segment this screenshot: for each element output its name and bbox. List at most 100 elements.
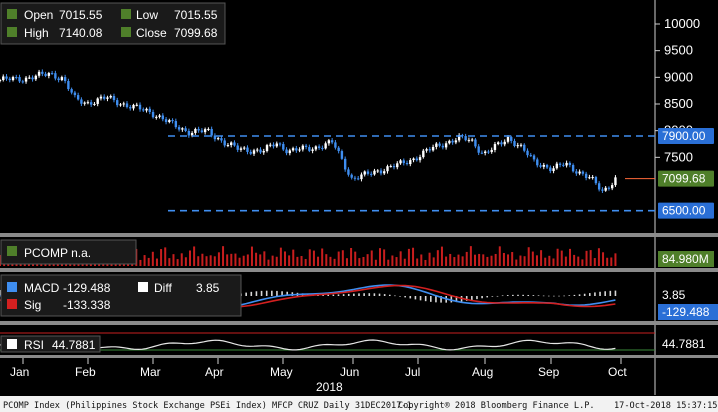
volume-bar — [304, 259, 307, 266]
candle-body — [356, 178, 360, 180]
candle-body — [470, 139, 474, 141]
candle-body — [142, 109, 145, 111]
candle-body — [76, 95, 80, 100]
candle-body — [236, 145, 239, 150]
candle-body — [321, 147, 324, 149]
candle-body — [0, 80, 2, 81]
volume-bar — [523, 256, 526, 266]
candle-body — [581, 171, 585, 174]
macd-hist-bar — [424, 296, 427, 302]
level-badge-7900 — [658, 128, 714, 144]
candle-body — [454, 140, 458, 143]
volume-bar — [341, 250, 344, 266]
volume-legend: PCOMP n.a. — [0, 239, 137, 265]
candle-body — [96, 98, 99, 104]
volume-bar — [230, 253, 233, 266]
footer-right: 17-Oct-2018 15:37:15 — [614, 401, 717, 411]
candle-body — [497, 142, 500, 145]
macd-hist-bar — [588, 293, 591, 296]
candle-body — [272, 144, 275, 147]
macd-hist-bar — [276, 290, 278, 296]
volume-bar — [602, 252, 605, 266]
candle-body — [197, 128, 200, 131]
candle-body — [383, 171, 386, 174]
candle-body — [18, 77, 21, 82]
candle-body — [431, 146, 435, 151]
y-tick-label: 7500 — [664, 149, 693, 164]
candle-body — [252, 150, 256, 154]
volume-bar — [222, 246, 225, 266]
candle-body — [207, 128, 210, 130]
volume-bar — [292, 249, 295, 266]
level-badge-7900-text: 7900.00 — [662, 129, 706, 143]
candle-body — [37, 71, 41, 76]
close-value: 7099.68 — [174, 26, 218, 40]
candle-body — [389, 166, 392, 168]
volume-bar — [321, 248, 324, 266]
candle-body — [174, 121, 178, 128]
x-tick-label: Jun — [340, 365, 359, 379]
macd-hist-bar — [465, 296, 468, 301]
macd-legend: MACD -129.488 Sig -133.338 Diff 3.85 — [0, 274, 242, 317]
candle-body — [164, 119, 168, 123]
candle-body — [529, 155, 532, 157]
candle-body — [327, 140, 331, 144]
macd-hist-bar — [486, 296, 489, 298]
volume-bar — [552, 258, 555, 266]
candle-body — [532, 155, 536, 160]
candle-body — [464, 136, 467, 141]
diff-label: Diff — [154, 281, 172, 295]
macd-hist-bar — [501, 295, 504, 297]
candle-body — [34, 75, 38, 80]
candle-body — [513, 140, 516, 147]
volume-bar — [548, 255, 551, 266]
volume-bar — [333, 258, 336, 266]
candle-body — [11, 77, 15, 81]
candle-body — [24, 77, 28, 82]
candle-body — [575, 171, 578, 174]
sig-value: -133.338 — [63, 298, 111, 312]
macd-hist-bar — [414, 296, 417, 300]
candle-body — [480, 152, 484, 154]
volume-bar — [461, 256, 464, 266]
candle-body — [483, 151, 487, 154]
volume-bar — [143, 255, 146, 266]
macd-hist-bar — [327, 294, 330, 296]
volume-bar — [255, 252, 258, 266]
volume-bar — [560, 250, 563, 266]
volume-bar — [593, 258, 596, 266]
candle-body — [350, 174, 353, 178]
candle-body — [57, 78, 60, 81]
macd-hist-bar — [609, 290, 612, 296]
volume-bar — [259, 254, 262, 266]
volume-bar — [345, 258, 348, 266]
candle-body — [80, 99, 83, 104]
candle-body — [549, 167, 552, 172]
rsi-badge-text: 44.7881 — [662, 337, 706, 351]
candle-body — [428, 149, 432, 151]
volume-bar — [540, 250, 543, 266]
volume-bar — [317, 256, 320, 266]
volume-bar — [246, 254, 249, 266]
candle-body — [249, 151, 252, 154]
volume-bar — [189, 250, 192, 266]
volume-bar — [412, 247, 415, 266]
candle-body — [265, 145, 269, 152]
volume-bar — [597, 248, 600, 266]
candle-body — [588, 177, 591, 179]
rsi-legend: RSI 44.7881 — [0, 335, 101, 353]
macd-hist-bar — [614, 290, 617, 296]
volume-bar — [515, 259, 518, 266]
volume-bar — [395, 257, 398, 266]
diff-value: 3.85 — [196, 281, 220, 295]
candle-body — [239, 148, 243, 150]
candle-body — [15, 77, 18, 79]
volume-bar — [399, 251, 402, 266]
macd-hist-bar — [440, 296, 442, 303]
candle-body — [2, 76, 5, 80]
volume-bar — [490, 255, 493, 266]
candle-body — [519, 144, 523, 146]
macd-hist-bar — [476, 296, 478, 300]
volume-bar — [469, 246, 472, 266]
candle-body — [304, 145, 308, 148]
